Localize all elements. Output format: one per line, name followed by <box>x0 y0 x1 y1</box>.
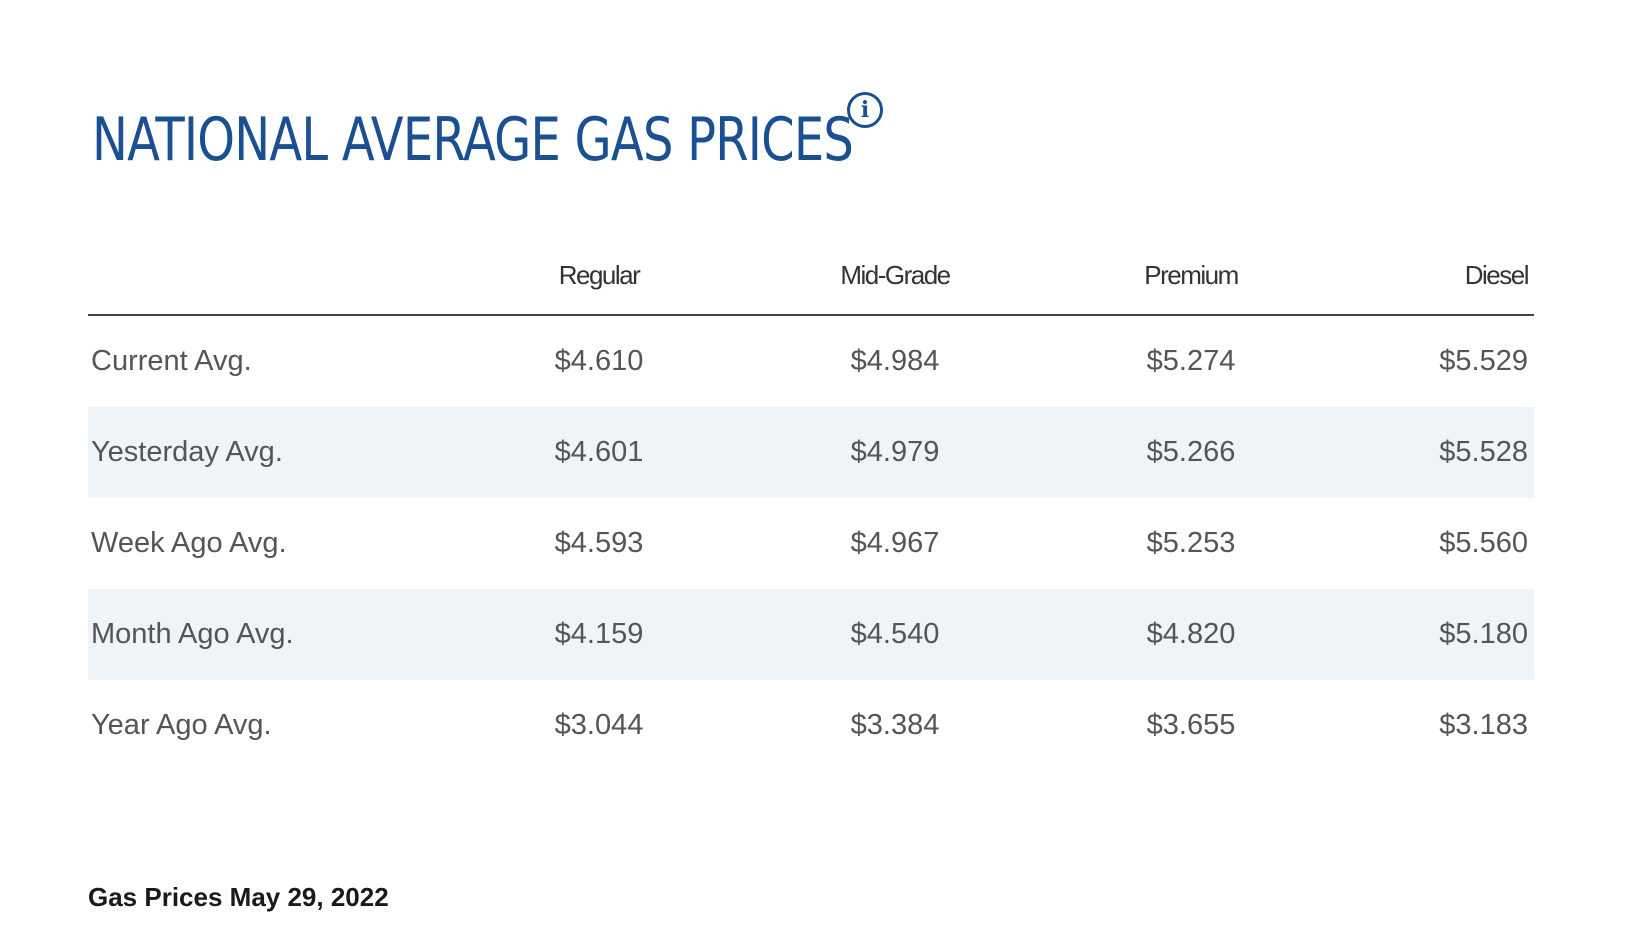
price-diesel: $5.529 <box>1439 345 1528 377</box>
price-premium: $3.655 <box>1146 709 1236 741</box>
table-row: Yesterday Avg. $4.601 $4.979 $5.266 $5.5… <box>88 407 1534 498</box>
page-title: NATIONAL AVERAGE GAS PRICES <box>92 105 854 175</box>
row-label: Week Ago Avg. <box>91 527 287 559</box>
price-mid-grade: $4.979 <box>747 407 1043 498</box>
table-row: Month Ago Avg. $4.159 $4.540 $4.820 $5.1… <box>88 589 1534 680</box>
column-header-mid-grade: Mid-Grade <box>747 236 1043 316</box>
price-diesel: $5.528 <box>1339 407 1534 498</box>
column-header-regular: Regular <box>451 236 747 316</box>
table-row: Week Ago Avg. $4.593 $4.967 $5.253 $5.56… <box>88 498 1534 589</box>
column-header-label <box>88 236 451 316</box>
info-icon[interactable]: i <box>847 92 883 128</box>
price-mid-grade: $3.384 <box>850 709 940 741</box>
column-header-diesel: Diesel <box>1339 236 1534 316</box>
row-label: Yesterday Avg. <box>88 407 451 498</box>
row-label: Month Ago Avg. <box>88 589 451 680</box>
table-row: Current Avg. $4.610 $4.984 $5.274 $5.529 <box>88 315 1534 407</box>
price-regular: $3.044 <box>554 709 644 741</box>
table-row: Year Ago Avg. $3.044 $3.384 $3.655 $3.18… <box>88 680 1534 771</box>
price-diesel: $5.560 <box>1439 527 1528 559</box>
price-premium: $5.253 <box>1146 527 1236 559</box>
price-mid-grade: $4.540 <box>747 589 1043 680</box>
row-label: Year Ago Avg. <box>91 709 272 741</box>
table-header-row: Regular Mid-Grade Premium Diesel <box>88 236 1534 316</box>
title-block: NATIONAL AVERAGE GAS PRICES i <box>92 88 1043 178</box>
price-premium: $4.820 <box>1043 589 1339 680</box>
price-mid-grade: $4.967 <box>850 527 940 559</box>
row-label: Current Avg. <box>91 345 252 377</box>
price-regular: $4.601 <box>451 407 747 498</box>
price-premium: $5.266 <box>1043 407 1339 498</box>
price-regular: $4.593 <box>554 527 644 559</box>
price-diesel: $3.183 <box>1439 709 1528 741</box>
gas-price-table: Regular Mid-Grade Premium Diesel Current… <box>88 236 1534 771</box>
price-premium: $5.274 <box>1146 345 1236 377</box>
price-regular: $4.159 <box>451 589 747 680</box>
image-caption: Gas Prices May 29, 2022 <box>88 882 389 912</box>
price-mid-grade: $4.984 <box>850 345 940 377</box>
column-header-premium: Premium <box>1043 236 1339 316</box>
price-regular: $4.610 <box>554 345 644 377</box>
price-diesel: $5.180 <box>1339 589 1534 680</box>
